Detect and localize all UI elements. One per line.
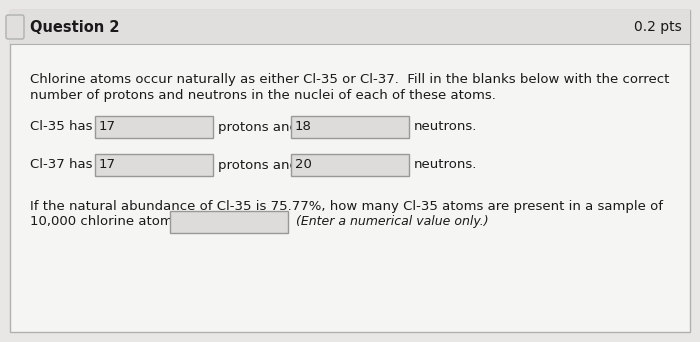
Text: number of protons and neutrons in the nuclei of each of these atoms.: number of protons and neutrons in the nu… xyxy=(30,89,496,102)
Text: (Enter a numerical value only.): (Enter a numerical value only.) xyxy=(296,215,489,228)
Bar xyxy=(291,154,409,176)
Bar xyxy=(291,116,409,138)
Text: Cl-37 has: Cl-37 has xyxy=(30,158,92,171)
Text: Question 2: Question 2 xyxy=(30,19,120,35)
Text: 17: 17 xyxy=(99,158,116,171)
FancyBboxPatch shape xyxy=(6,15,24,39)
Bar xyxy=(95,154,213,176)
Bar xyxy=(95,116,213,138)
Text: If the natural abundance of Cl-35 is 75.77%, how many Cl-35 atoms are present in: If the natural abundance of Cl-35 is 75.… xyxy=(30,200,663,213)
Text: neutrons.: neutrons. xyxy=(414,120,477,133)
Text: 10,000 chlorine atoms?: 10,000 chlorine atoms? xyxy=(30,215,186,228)
Text: 20: 20 xyxy=(295,158,312,171)
Bar xyxy=(10,10,690,44)
Text: neutrons.: neutrons. xyxy=(414,158,477,171)
Text: protons and: protons and xyxy=(218,120,298,133)
Text: 17: 17 xyxy=(99,120,116,133)
Text: Chlorine atoms occur naturally as either Cl-35 or Cl-37.  Fill in the blanks bel: Chlorine atoms occur naturally as either… xyxy=(30,73,669,86)
Text: 18: 18 xyxy=(295,120,312,133)
Text: 0.2 pts: 0.2 pts xyxy=(634,20,682,34)
Text: protons and: protons and xyxy=(218,158,298,171)
Bar xyxy=(170,211,288,233)
Text: Cl-35 has: Cl-35 has xyxy=(30,120,92,133)
